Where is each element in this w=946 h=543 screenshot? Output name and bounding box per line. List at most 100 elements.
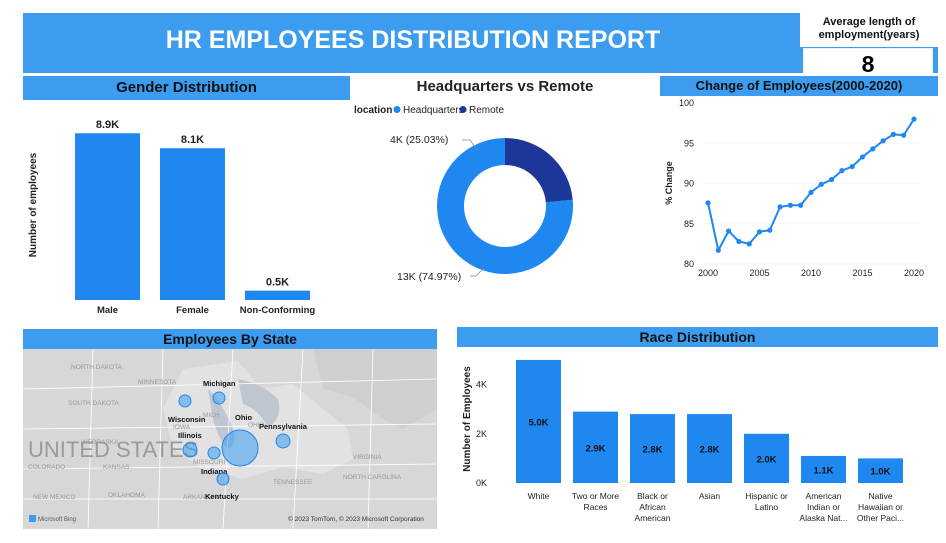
line-point-1[interactable] [715, 247, 721, 253]
line-point-14[interactable] [849, 163, 855, 170]
change-line-chart[interactable]: % Change 80 85 90 95 100 2000 2005 2010 2015 2020 [660, 96, 938, 282]
map-bubble-3[interactable] [182, 442, 198, 458]
line-point-9[interactable] [798, 202, 804, 208]
line-point-10[interactable] [808, 189, 814, 195]
line-point-2[interactable] [726, 228, 732, 234]
legend-title: location [354, 105, 392, 116]
report-header: HR EMPLOYEES DISTRIBUTION REPORT [23, 13, 938, 73]
change-chart-title: Change of Employees(2000-2020) [660, 76, 938, 96]
map-bg-label-10: TENNESSEE [273, 479, 313, 486]
map-bg-label-11: NEW MEXICO [33, 494, 76, 501]
line-point-20[interactable] [911, 116, 917, 122]
race-bar-4[interactable] [744, 433, 789, 483]
line-point-8[interactable] [787, 202, 793, 208]
map-state-label-3: Illinois [178, 431, 202, 440]
line-ytick-2: 90 [684, 179, 694, 189]
map-canvas[interactable]: NORTH DAKOTA MINNESOTA SOUTH DAKOTA IOWA NEB… [23, 349, 437, 529]
race-bar-1[interactable] [573, 411, 618, 483]
race-chart-title: Race Distribution [457, 327, 938, 347]
donut-leader-headquarters [470, 267, 485, 277]
map-bubble-4[interactable] [275, 433, 291, 449]
donut-leader-remote [462, 139, 478, 151]
map-bubble-2[interactable] [221, 429, 259, 467]
line-ytick-1: 85 [684, 219, 694, 229]
gender-bar-0[interactable] [75, 133, 140, 300]
line-xtick-1: 2005 [749, 268, 769, 278]
gender-ylabel: Number of employees [28, 152, 39, 257]
race-ytick-2: 4K [476, 380, 487, 390]
map-state-label-1: Wisconsin [168, 415, 206, 424]
legend-swatch-headquarters [393, 106, 401, 113]
line-point-7[interactable] [777, 204, 783, 210]
map-bubble-1[interactable] [178, 394, 192, 408]
map-bg-label-6: COLORADO [28, 464, 65, 471]
line-point-6[interactable] [767, 227, 773, 233]
race-category-label-6: Native Hawaiian or Other Paci... [857, 491, 904, 523]
map-bubble-6[interactable] [216, 472, 230, 486]
change-ylabel: % Change [664, 161, 674, 205]
line-point-4[interactable] [746, 241, 752, 247]
kpi-value: 8 [861, 51, 875, 77]
map-bg-label-15: NORTH CAROLINA [343, 474, 402, 481]
map-bg-label-8: OKLAHOMA [108, 492, 146, 499]
race-value-label-6: 1.0K [870, 467, 890, 478]
legend-remote: Remote [469, 105, 504, 116]
map-bg-label-12: MICH [203, 412, 220, 419]
race-value-label-1: 2.9K [585, 443, 605, 454]
line-ytick-3: 95 [684, 138, 694, 148]
state-map[interactable]: NORTH DAKOTA MINNESOTA SOUTH DAKOTA IOWA NEB… [23, 349, 437, 529]
line-xtick-4: 2020 [904, 268, 924, 278]
map-state-label-4: Pennsylvania [259, 422, 308, 431]
race-value-label-0: 5.0K [528, 417, 548, 428]
line-point-13[interactable] [839, 168, 845, 174]
bing-label: Microsoft Bing [38, 517, 76, 523]
gender-category-label-0: Male [97, 305, 118, 316]
race-bar-3[interactable] [687, 414, 732, 483]
gender-value-label-2: 0.5K [266, 277, 289, 289]
race-category-label-1: Two or More Races [572, 491, 620, 512]
kpi-label: Average length of employment(years) [818, 16, 920, 41]
gender-bar-2[interactable] [245, 290, 310, 300]
map-bg-label-14: VIRGINIA [353, 454, 382, 461]
race-bar-chart[interactable]: Number of Employees 0K 2K 4K 5.0K White 2.9K T… [457, 347, 938, 533]
line-point-11[interactable] [818, 181, 824, 187]
line-point-19[interactable] [901, 132, 907, 138]
race-bar-0[interactable] [516, 359, 561, 483]
line-point-12[interactable] [829, 176, 835, 183]
line-point-17[interactable] [880, 138, 886, 144]
line-point-0[interactable] [705, 200, 711, 206]
race-bar-5[interactable] [801, 455, 846, 483]
donut-slice-0[interactable] [437, 138, 573, 274]
line-point-18[interactable] [890, 131, 896, 137]
line-point-5[interactable] [756, 229, 763, 235]
race-bar-6[interactable] [858, 458, 903, 483]
location-donut-chart[interactable]: location Headquarters Remote 4K (25.03%)… [350, 98, 660, 320]
gender-chart-title: Gender Distribution [23, 76, 350, 100]
race-category-label-2: Black or African American [635, 491, 671, 523]
line-point-15[interactable] [859, 154, 866, 160]
line-point-3[interactable] [736, 238, 742, 245]
map-state-label-5: Indiana [201, 467, 228, 476]
gender-bar-chart[interactable]: Number of employees 8.9K Male 8.1K Female 0.… [23, 100, 350, 322]
map-state-label-2: Ohio [235, 413, 252, 422]
map-state-label-6: Kentucky [205, 492, 240, 501]
kpi-card: Average length of employment(years) [800, 13, 938, 47]
race-ytick-1: 2K [476, 429, 487, 439]
map-bubble-0[interactable] [212, 391, 226, 405]
line-xtick-0: 2000 [698, 268, 718, 278]
donut-slice-1[interactable] [505, 138, 573, 203]
race-value-label-4: 2.0K [756, 454, 776, 465]
map-bg-label-13: OHIO [248, 422, 265, 429]
donut-label-headquarters: 13K (74.97%) [397, 271, 461, 283]
race-category-label-0: White [528, 491, 550, 501]
map-bubble-5[interactable] [207, 446, 221, 460]
map-bg-label-9: ARKANSAS [183, 494, 219, 501]
race-category-label-5: American Indian or Alaska Nat... [799, 491, 847, 523]
gender-value-label-0: 8.9K [96, 119, 119, 131]
map-attribution: © 2023 TomTom, © 2023 Microsoft Corporat… [288, 515, 424, 523]
map-bg-label-2: SOUTH DAKOTA [68, 400, 119, 407]
line-point-16[interactable] [870, 146, 876, 152]
gender-bar-1[interactable] [160, 148, 225, 300]
line-ytick-4: 100 [679, 98, 694, 108]
race-bar-2[interactable] [630, 414, 675, 483]
